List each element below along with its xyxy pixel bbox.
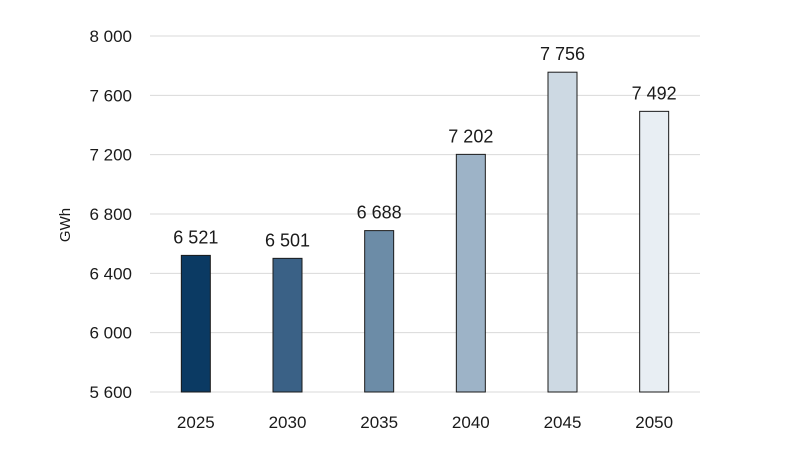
y-tick-label: 8 000 [89, 27, 132, 46]
x-tick-label: 2025 [177, 413, 215, 432]
bar-2025 [180, 254, 211, 393]
data-label-2035: 6 688 [357, 203, 402, 223]
y-tick-label: 7 200 [89, 146, 132, 165]
y-tick-label: 6 000 [89, 324, 132, 343]
data-label-2045: 7 756 [540, 44, 585, 64]
y-tick-label: 7 600 [89, 86, 132, 105]
bar-2045 [547, 71, 578, 393]
x-axis-ticks: 2025 2030 2035 2040 2045 2050 [177, 413, 673, 432]
y-tick-label: 5 600 [89, 383, 132, 402]
x-tick-label: 2030 [269, 413, 307, 432]
data-label-2050: 7 492 [632, 83, 677, 103]
bar-2035 [364, 230, 395, 393]
x-tick-label: 2045 [544, 413, 582, 432]
bar-2030 [272, 257, 303, 393]
data-labels: 6 521 6 501 6 688 7 202 7 756 7 492 [173, 44, 676, 250]
data-label-2030: 6 501 [265, 230, 310, 250]
y-axis-ticks: 5 600 6 000 6 400 6 800 7 200 7 600 8 000 [89, 27, 132, 402]
gridlines [150, 35, 700, 393]
y-tick-label: 6 400 [89, 264, 132, 283]
bar-2050 [639, 110, 670, 393]
data-label-2040: 7 202 [448, 126, 493, 146]
bar-2040 [455, 153, 486, 393]
data-label-2025: 6 521 [173, 227, 218, 247]
y-axis-title: GWh [57, 208, 74, 242]
bars [180, 71, 670, 393]
x-tick-label: 2050 [635, 413, 673, 432]
x-tick-label: 2035 [360, 413, 398, 432]
x-tick-label: 2040 [452, 413, 490, 432]
y-tick-label: 6 800 [89, 205, 132, 224]
